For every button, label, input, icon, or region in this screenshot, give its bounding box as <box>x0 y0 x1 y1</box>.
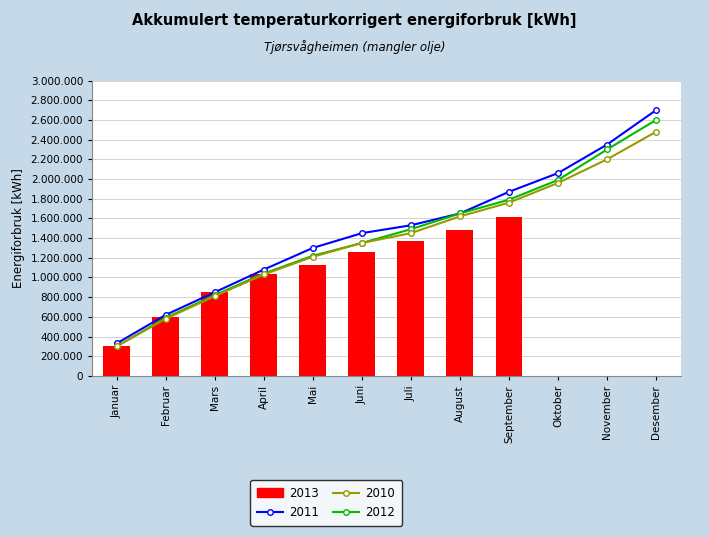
Bar <box>496 217 523 376</box>
Text: Tjørsvågheimen (mangler olje): Tjørsvågheimen (mangler olje) <box>264 40 445 54</box>
Bar <box>299 265 326 376</box>
Bar <box>152 317 179 376</box>
Bar <box>104 346 130 376</box>
Y-axis label: Energiforbruk [kWh]: Energiforbruk [kWh] <box>12 168 25 288</box>
Bar <box>398 241 425 376</box>
Text: Akkumulert temperaturkorrigert energiforbruk [kWh]: Akkumulert temperaturkorrigert energifor… <box>133 13 576 28</box>
Bar <box>250 274 277 376</box>
Legend: 2013, 2011, 2010, 2012: 2013, 2011, 2010, 2012 <box>250 480 402 526</box>
Bar <box>201 292 228 376</box>
Bar <box>447 230 474 376</box>
Bar <box>348 252 375 376</box>
